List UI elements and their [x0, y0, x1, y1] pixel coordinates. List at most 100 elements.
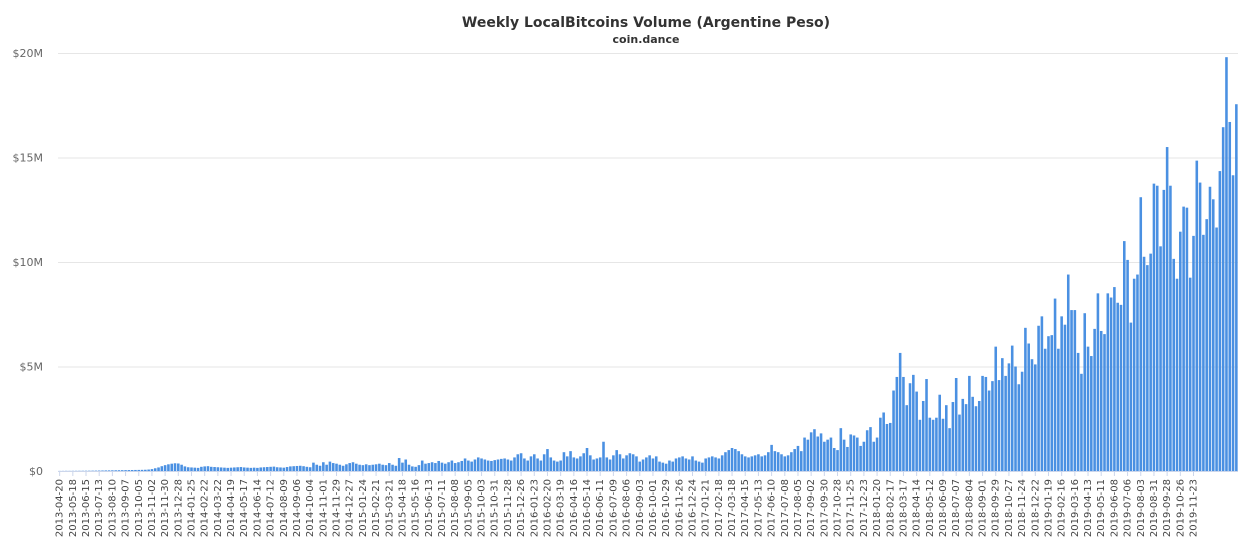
- bar: [1050, 335, 1054, 471]
- x-tick-label: 2016-05-14: [582, 479, 593, 537]
- bar: [196, 467, 200, 471]
- x-tick-label: 2015-07-11: [437, 479, 448, 537]
- bar: [658, 461, 661, 471]
- bar: [826, 439, 829, 471]
- bar: [516, 454, 520, 471]
- x-tick-label: 2017-05-13: [753, 479, 764, 537]
- bar: [476, 457, 480, 471]
- bar: [104, 470, 108, 471]
- bar: [381, 464, 384, 471]
- bar: [572, 457, 576, 471]
- bar: [298, 465, 302, 471]
- bar: [757, 454, 760, 471]
- x-tick-label: 2015-10-31: [490, 479, 501, 537]
- bar: [216, 467, 220, 471]
- y-tick-label: $10M: [13, 256, 44, 269]
- bar: [1090, 356, 1093, 471]
- bar: [925, 379, 928, 471]
- bar: [266, 467, 269, 471]
- x-tick-label: 2016-02-20: [542, 479, 553, 537]
- bar: [938, 394, 941, 471]
- x-tick-label: 2014-05-17: [239, 479, 250, 537]
- bar: [467, 460, 470, 471]
- bar: [490, 460, 493, 471]
- bar: [981, 375, 984, 471]
- bar: [150, 469, 154, 471]
- bar: [793, 449, 796, 471]
- x-tick-label: 2015-12-26: [516, 479, 527, 537]
- x-tick-label: 2019-11-23: [1189, 479, 1200, 537]
- x-tick-label: 2016-03-19: [556, 479, 567, 537]
- bar: [137, 469, 141, 471]
- y-tick-label: $20M: [13, 47, 44, 60]
- bar: [239, 467, 243, 471]
- x-tick-label: 2013-12-28: [173, 479, 184, 537]
- bar: [958, 414, 961, 471]
- bar: [315, 464, 319, 471]
- x-tick-label: 2015-05-16: [411, 479, 422, 537]
- bar: [803, 437, 806, 471]
- bar: [1106, 293, 1110, 471]
- bar: [635, 456, 638, 471]
- bar: [1165, 147, 1169, 472]
- bar: [671, 461, 675, 471]
- bar: [951, 402, 955, 471]
- bar: [1205, 219, 1208, 471]
- bar: [773, 451, 777, 471]
- bar: [1182, 206, 1185, 471]
- bar: [931, 419, 935, 471]
- bar: [1221, 127, 1225, 471]
- bar: [641, 459, 645, 471]
- bar: [374, 464, 378, 471]
- bar: [767, 452, 770, 471]
- bar: [493, 460, 497, 471]
- bar: [394, 465, 398, 471]
- bar: [575, 458, 579, 471]
- x-tick-label: 2019-06-08: [1109, 479, 1120, 537]
- x-tick-label: 2017-10-28: [833, 479, 844, 537]
- x-tick-label: 2013-04-20: [55, 479, 66, 537]
- x-tick-label: 2015-02-21: [371, 479, 382, 537]
- bar: [140, 469, 144, 471]
- bar: [846, 446, 849, 471]
- x-tick-label: 2018-03-17: [898, 479, 909, 537]
- bar: [625, 455, 628, 471]
- bar: [242, 467, 246, 471]
- x-tick-label: 2016-04-16: [569, 479, 580, 537]
- bar: [740, 454, 744, 471]
- bar: [1030, 359, 1034, 471]
- x-tick-label: 2019-03-16: [1070, 479, 1081, 537]
- bar-series: [58, 57, 1238, 472]
- bar: [275, 467, 279, 471]
- bar: [1053, 298, 1057, 471]
- bar: [233, 467, 236, 471]
- x-tick-label: 2015-08-08: [450, 479, 461, 537]
- bar: [1149, 253, 1152, 471]
- bar: [177, 463, 180, 471]
- bar: [437, 460, 440, 471]
- bar: [1169, 185, 1172, 471]
- bar: [434, 463, 437, 471]
- x-tick-label: 2013-05-18: [68, 479, 79, 537]
- bar: [727, 450, 731, 471]
- x-tick-label: 2017-06-10: [767, 479, 778, 537]
- bar: [335, 463, 338, 471]
- bar: [256, 467, 259, 471]
- bar: [589, 455, 592, 471]
- bar: [776, 452, 780, 471]
- bar: [763, 455, 767, 471]
- bar: [984, 376, 988, 471]
- bar: [954, 378, 958, 471]
- bar: [582, 453, 586, 471]
- bar: [229, 467, 233, 471]
- bar: [865, 430, 869, 471]
- bar: [318, 465, 322, 471]
- bar: [345, 464, 348, 471]
- bar: [259, 467, 262, 471]
- bar: [882, 412, 885, 471]
- x-tick-label: 2013-11-02: [147, 479, 158, 537]
- x-tick-label: 2019-01-19: [1043, 479, 1054, 537]
- bar: [921, 400, 925, 471]
- bar: [968, 375, 971, 471]
- bar: [734, 449, 737, 471]
